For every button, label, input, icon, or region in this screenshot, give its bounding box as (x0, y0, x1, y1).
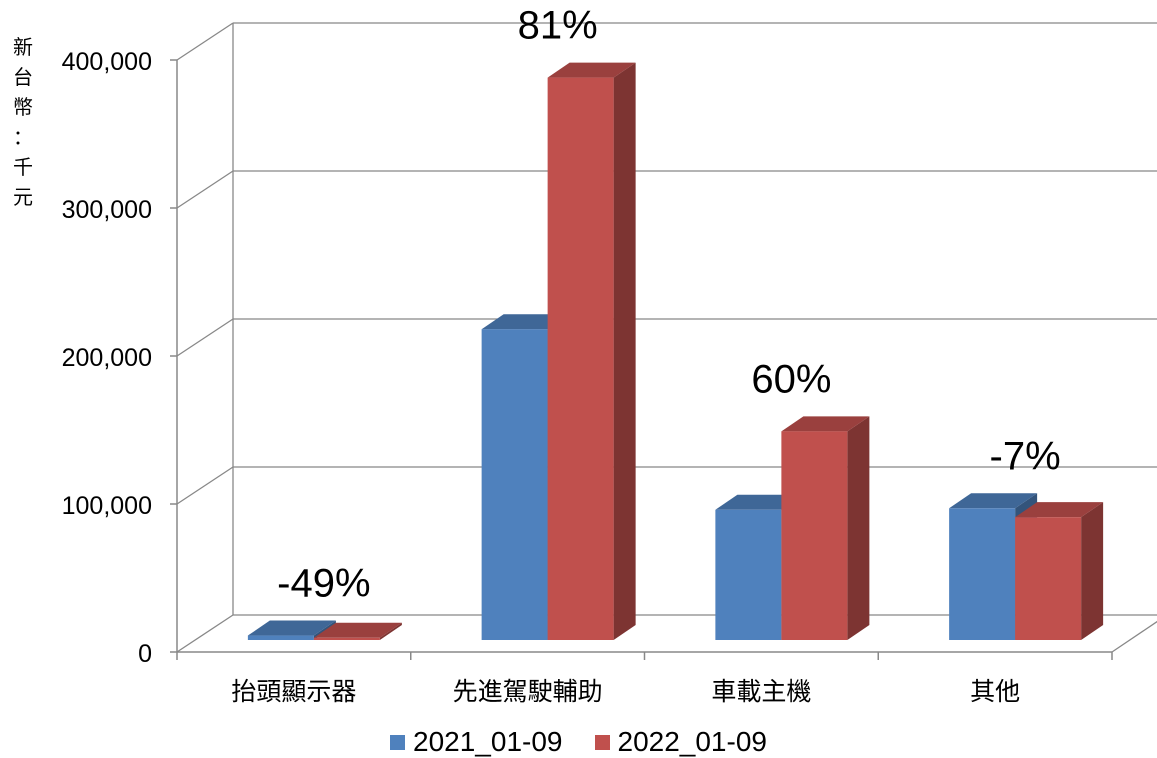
y-axis-title-char: 台 (13, 65, 33, 89)
bar-front (715, 509, 782, 640)
bar-front (1015, 517, 1082, 640)
y-axis-title: 新台幣 ： 千元 (8, 32, 38, 212)
gridline-side (176, 170, 234, 209)
legend-item-2021[interactable]: 2021_01-09 (390, 726, 563, 758)
labels: 0 100,000 200,000 300,000 400,000 -49% 抬頭顯示器 81… (62, 4, 1061, 706)
y-axis-title-char: 元 (13, 185, 33, 209)
axes (170, 59, 1113, 660)
bar-top (1015, 502, 1104, 518)
y-axis-title-char: 幣 (13, 95, 33, 119)
bar-front (247, 635, 314, 640)
legend-label-2021: 2021_01-09 (413, 726, 563, 757)
y-axis-title-char: 新 (13, 35, 33, 59)
percent-change-label: 60% (751, 357, 831, 401)
legend-swatch-2021 (390, 734, 406, 750)
floor-right-edge (1111, 620, 1157, 653)
x-category-label: 抬頭顯示器 (231, 677, 356, 706)
y-tick-label: 300,000 (62, 196, 152, 224)
grid-lines (176, 22, 1157, 653)
bars (247, 62, 1104, 641)
x-category-label: 車載主機 (711, 677, 811, 706)
legend-item-2022[interactable]: 2022_01-09 (594, 726, 767, 758)
bar-0-1 (313, 622, 402, 640)
bar-side (847, 416, 870, 640)
bar-top (247, 620, 336, 636)
bar-top (313, 622, 402, 638)
bar-front (313, 637, 380, 640)
bar-top (949, 493, 1038, 509)
y-tick-label: 100,000 (62, 492, 152, 520)
gridline-side (176, 318, 234, 357)
gridline-side (176, 466, 234, 505)
percent-change-label: 81% (518, 4, 598, 48)
bar-front (949, 508, 1016, 640)
bar-front (781, 431, 848, 640)
y-tick-label: 200,000 (62, 344, 152, 372)
bar-front (547, 77, 614, 641)
gridline-side (176, 22, 234, 61)
y-axis-title-char: ： (13, 125, 33, 149)
bar-side (1081, 502, 1104, 640)
gridline-side (176, 614, 234, 653)
bar-3-1 (1015, 502, 1104, 640)
x-category-label: 先進駕駛輔助 (453, 677, 603, 706)
bar-top (781, 416, 870, 432)
legend-swatch-2022 (594, 734, 610, 750)
bar-front (481, 329, 548, 640)
percent-change-label: -7% (990, 434, 1061, 478)
bar-side (379, 622, 402, 640)
bar-1-1 (547, 62, 636, 641)
y-tick-label: 400,000 (62, 48, 152, 76)
bar-2-1 (781, 416, 870, 640)
bar-top (547, 62, 636, 78)
legend: 2021_01-09 2022_01-09 (0, 726, 1157, 758)
percent-change-label: -49% (277, 562, 370, 606)
x-category-label: 其他 (970, 677, 1020, 706)
legend-label-2022: 2022_01-09 (617, 726, 767, 757)
y-tick-label: 0 (138, 640, 152, 668)
bar-side (613, 62, 636, 641)
y-axis-title-char: 千 (13, 155, 33, 179)
